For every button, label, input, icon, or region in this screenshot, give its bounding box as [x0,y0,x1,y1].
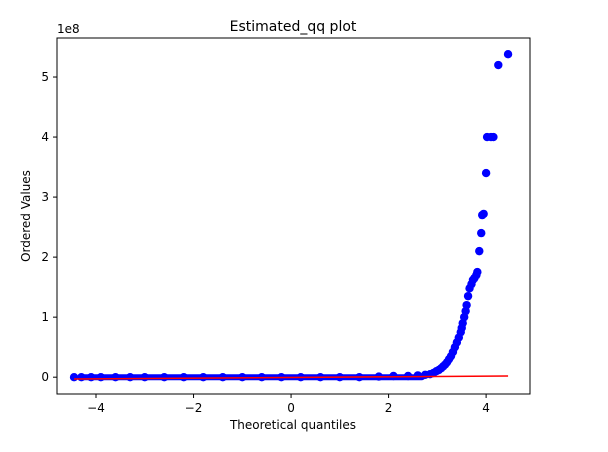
data-point [494,60,503,70]
data-point [77,372,86,382]
y-tick-label: 4 [41,130,49,144]
data-point [489,132,498,142]
y-tick-label: 0 [41,370,49,384]
data-point [140,372,149,382]
data-point [475,246,484,256]
y-tick-label: 2 [41,250,49,264]
x-tick-label: −2 [185,401,203,415]
data-point [96,372,106,382]
data-point [69,372,79,382]
y-axis-label: Ordered Values [19,170,33,262]
x-tick-label: 4 [482,401,490,415]
data-point [179,372,188,382]
data-point [462,300,471,310]
y-tick-label: 3 [41,190,49,204]
fit-line [74,375,509,380]
y-axis-scale-label: 1e8 [57,22,80,36]
data-point [413,371,423,380]
data-point [477,228,486,238]
data-point [479,209,488,219]
y-tick-label: 5 [41,70,49,84]
x-tick-label: 2 [385,401,393,415]
data-point [160,372,169,382]
data-point [199,372,208,382]
x-tick-label: −4 [87,401,105,415]
data-point [481,168,491,178]
x-axis-label: Theoretical quantiles [229,418,356,432]
y-axis-ticks: 0 1 2 3 4 5 [41,70,57,384]
y-tick-label: 1 [41,310,49,324]
data-point [503,50,513,59]
data-point [473,267,482,277]
x-axis-ticks: −4 −2 0 2 4 [87,394,490,415]
chart-title: Estimated_qq plot [230,19,357,35]
plot-frame [56,37,531,395]
plot-area [69,50,513,382]
data-point [125,372,135,382]
data-point [463,291,473,301]
data-point [111,372,120,382]
data-point [86,372,96,382]
x-tick-label: 0 [287,401,295,415]
